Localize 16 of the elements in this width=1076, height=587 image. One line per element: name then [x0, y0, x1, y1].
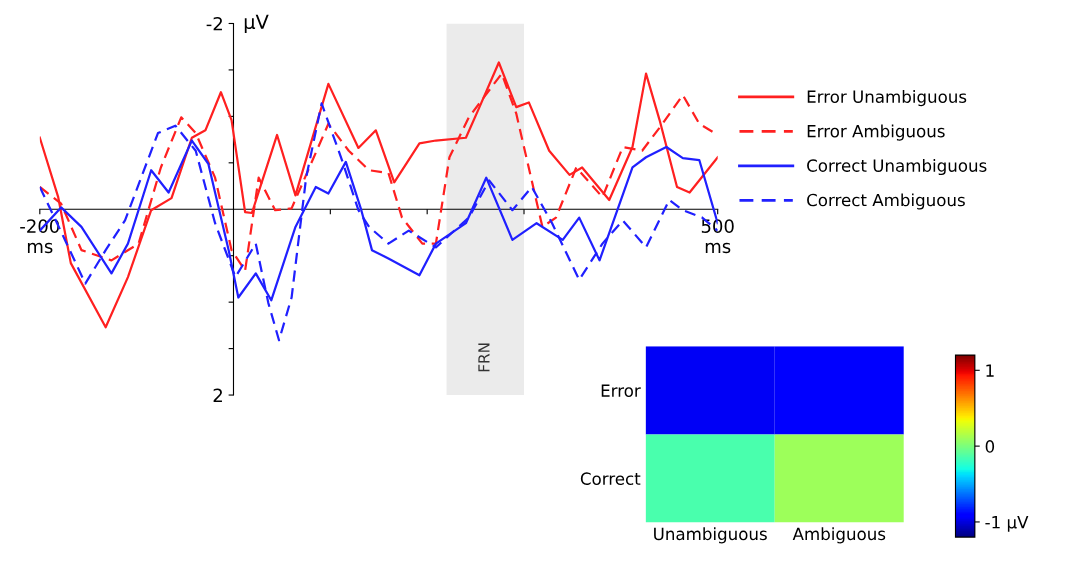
- color-bar-label: 0: [985, 440, 995, 453]
- y-tick-label: Error: [601, 384, 641, 397]
- x-tick-label: 500 ms: [701, 219, 734, 254]
- y-tick-label: Correct: [580, 472, 641, 485]
- legend-label: Error Unambiguous: [807, 90, 967, 107]
- legend-label: Correct Unambiguous: [807, 158, 987, 176]
- x-tick-label: Unambiguous: [654, 527, 767, 544]
- band-label: FRN: [478, 343, 490, 372]
- y-tick-label: 2: [213, 388, 222, 402]
- y-axis-title: μV: [244, 14, 269, 33]
- legend-label: Error Ambiguous: [807, 124, 945, 141]
- x-tick-label: Ambiguous: [792, 527, 886, 544]
- color-bar-label: -1 μV: [985, 516, 1029, 532]
- legend-label: Correct Ambiguous: [807, 193, 965, 210]
- color-bar-label: 1: [986, 364, 994, 377]
- y-tick-label: -2: [206, 16, 222, 31]
